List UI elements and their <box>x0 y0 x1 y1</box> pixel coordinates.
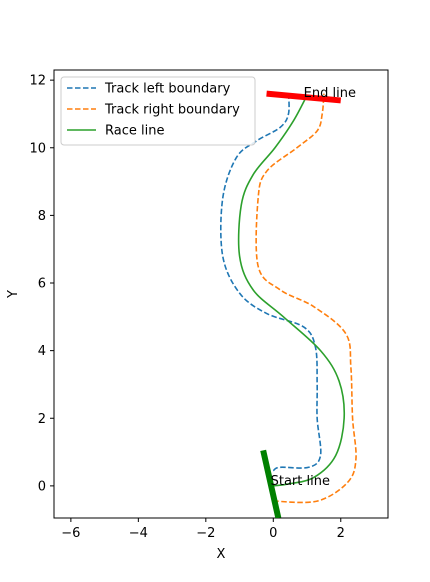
y-tick-label: 10 <box>29 141 46 156</box>
legend-label-track-right-boundary: Track right boundary <box>104 103 240 118</box>
legend-label-track-left-boundary: Track left boundary <box>104 82 231 97</box>
legend-label-race-line: Race line <box>105 124 164 139</box>
x-tick-label: 0 <box>269 526 277 541</box>
start-line-marker <box>260 449 282 518</box>
series-line-race-line <box>237 94 346 487</box>
plot-frame <box>53 69 389 519</box>
y-axis-ticks: 0 2 4 6 8 10 12 <box>29 74 54 494</box>
x-tick-label: −4 <box>129 526 148 541</box>
y-tick-label: 8 <box>38 209 46 224</box>
y-tick-label: 6 <box>38 277 46 292</box>
series-line-track-right-boundary <box>255 93 357 504</box>
y-tick-label: 4 <box>38 344 46 359</box>
x-tick-label: 2 <box>337 526 345 541</box>
plot-area: −6 −4 −2 0 2 0 2 4 6 8 10 12 <box>29 69 389 541</box>
end-line-marker <box>266 90 342 104</box>
series-line-track-left-boundary <box>219 91 322 472</box>
legend: Track left boundary Track right boundary R… <box>60 76 256 146</box>
legend-box <box>60 76 256 146</box>
x-tick-label: −6 <box>61 526 80 541</box>
y-tick-label: 0 <box>38 479 46 494</box>
annotation-start-line: Start line <box>271 474 330 489</box>
x-tick-label: −2 <box>196 526 215 541</box>
y-tick-label: 12 <box>29 74 46 89</box>
x-axis-label: X <box>217 547 226 562</box>
annotation-end-line: End line <box>304 86 356 101</box>
x-axis-ticks: −6 −4 −2 0 2 <box>61 518 345 541</box>
y-tick-label: 2 <box>38 412 46 427</box>
y-axis-label: Y <box>6 290 21 299</box>
plot-series-group <box>219 90 357 518</box>
